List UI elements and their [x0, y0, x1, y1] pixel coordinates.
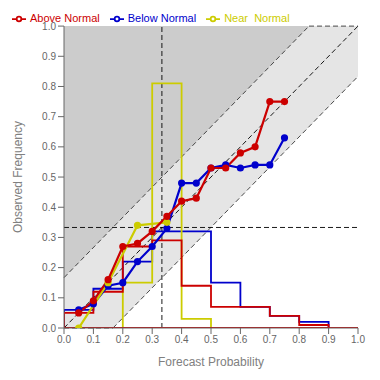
svg-text:0.3: 0.3	[42, 232, 56, 243]
svg-text:Observed Frequency: Observed Frequency	[11, 121, 25, 233]
svg-text:0.9: 0.9	[322, 334, 336, 345]
svg-text:0.4: 0.4	[175, 334, 189, 345]
svg-text:0.7: 0.7	[263, 334, 277, 345]
svg-text:0.1: 0.1	[42, 292, 56, 303]
svg-text:0.1: 0.1	[86, 334, 100, 345]
svg-text:0.2: 0.2	[116, 334, 130, 345]
svg-text:0.6: 0.6	[42, 141, 56, 152]
svg-text:0.0: 0.0	[57, 334, 71, 345]
html-text:Below Normal: Below Normal	[127, 12, 197, 24]
svg-text:0.5: 0.5	[204, 334, 218, 345]
html-text:Near Normal: Near Normal	[224, 12, 290, 24]
svg-text:0.3: 0.3	[145, 334, 159, 345]
svg-text:0.8: 0.8	[292, 334, 306, 345]
svg-text:0.0: 0.0	[42, 323, 56, 334]
svg-text:0.2: 0.2	[42, 262, 56, 273]
html-text:Above Normal: Above Normal	[30, 12, 100, 24]
svg-text:0.4: 0.4	[42, 202, 56, 213]
svg-text:0.5: 0.5	[42, 172, 56, 183]
svg-text:0.9: 0.9	[42, 51, 56, 62]
svg-text:0.6: 0.6	[233, 334, 247, 345]
svg-text:1.0: 1.0	[351, 334, 365, 345]
svg-text:0.7: 0.7	[42, 111, 56, 122]
svg-text:1.0: 1.0	[42, 21, 56, 32]
svg-text:Forecast Probability: Forecast Probability	[158, 355, 264, 369]
svg-text:0.8: 0.8	[42, 81, 56, 92]
